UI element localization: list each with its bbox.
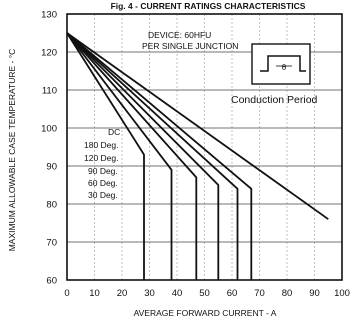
x-tick-label: 50 (199, 288, 210, 299)
y-tick-label: 60 (46, 276, 57, 287)
legend-180deg: 180 Deg. (84, 140, 119, 150)
grid (67, 14, 342, 280)
series-line-1 (66, 32, 253, 280)
series-line-5 (66, 32, 173, 280)
x-tick-label: 40 (172, 288, 183, 299)
legend-dc: DC (108, 127, 120, 137)
y-axis-label: MAXIMUM ALLOWABLE CASE TEMPERATURE - °C (7, 49, 17, 252)
x-tick-label: 10 (89, 288, 100, 299)
series-lines (66, 32, 329, 280)
conduction-period-label: Conduction Period (231, 94, 318, 106)
y-tick-label: 100 (41, 124, 57, 135)
y-tick-label: 110 (42, 86, 57, 97)
y-tick-label: 70 (46, 238, 57, 249)
junction-annotation: PER SINGLE JUNCTION (142, 41, 238, 51)
x-tick-label: 70 (254, 288, 265, 299)
y-tick-label: 90 (46, 162, 57, 173)
x-tick-label: 60 (227, 288, 238, 299)
y-tick-label: 130 (41, 10, 57, 21)
x-tick-label: 100 (334, 288, 350, 299)
device-annotation: DEVICE: 60HFU (148, 30, 211, 40)
legend-120deg: 120 Deg. (84, 153, 119, 163)
plot-frame (66, 13, 343, 281)
series-line-0 (66, 32, 329, 220)
series-line-2 (66, 32, 239, 280)
y-tick-label: 120 (41, 48, 57, 59)
x-tick-label: 80 (282, 288, 293, 299)
tick-labels: 0 10 20 30 40 50 60 70 80 90 100 60 70 80 90 100 110 120 1… (41, 10, 350, 300)
conduction-symbol: θ (282, 63, 287, 72)
legend-90deg: 90 Deg. (88, 166, 118, 176)
legend: DC 180 Deg. 120 Deg. 90 Deg. 60 Deg. 30 … (84, 127, 120, 200)
x-tick-label: 20 (117, 288, 128, 299)
legend-30deg: 30 Deg. (88, 190, 118, 200)
y-tick-label: 80 (46, 200, 57, 211)
series-line-3 (66, 32, 220, 280)
series-line-6 (66, 32, 145, 280)
conduction-period-icon: θ (251, 43, 311, 85)
chart-title: Fig. 4 - CURRENT RATINGS CHARACTERISTICS (111, 1, 306, 11)
x-axis-label: AVERAGE FORWARD CURRENT - A (134, 308, 277, 318)
legend-60deg: 60 Deg. (88, 178, 118, 188)
x-tick-label: 90 (309, 288, 320, 299)
x-tick-label: 30 (144, 288, 155, 299)
x-tick-label: 0 (64, 288, 69, 299)
series-line-4 (66, 32, 198, 280)
